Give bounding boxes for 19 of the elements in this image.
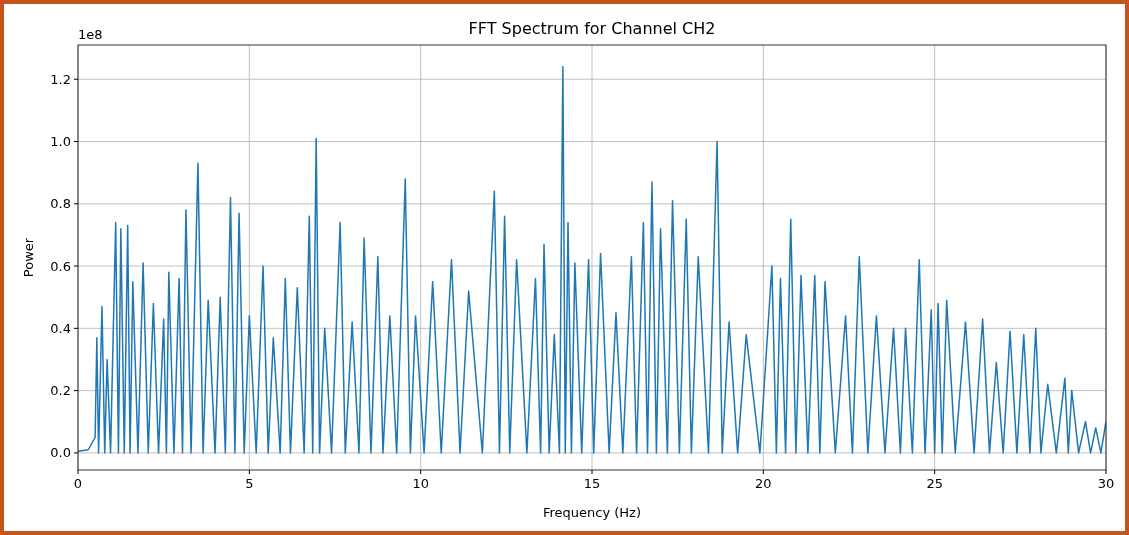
y-tick-label: 0.2 [50,383,71,399]
x-tick-label: 15 [583,476,601,491]
x-tick-label: 20 [755,476,772,491]
y-axis-title: Power [21,237,36,278]
y-tick-label: 0.4 [50,320,71,336]
text: 1e8 [78,27,103,42]
x-tick-label: 10 [412,476,429,491]
x-tick-label: 25 [926,476,943,491]
chart-title: FFT Spectrum for Channel CH2 [468,19,716,38]
x-axis-title: Frequency (Hz) [542,505,642,520]
line-series [78,66,1106,454]
x-tick-label: 5 [245,476,254,491]
y-tick-label: 0.8 [50,196,71,212]
x-tick-label: 0 [73,476,83,491]
y-tick-label: 0.6 [50,258,71,274]
x-tick-label: 30 [1097,476,1115,491]
y-tick-label: 1.0 [50,134,71,150]
y-tick-label: 0.0 [50,445,71,461]
y-tick-label: 1.2 [50,71,71,87]
